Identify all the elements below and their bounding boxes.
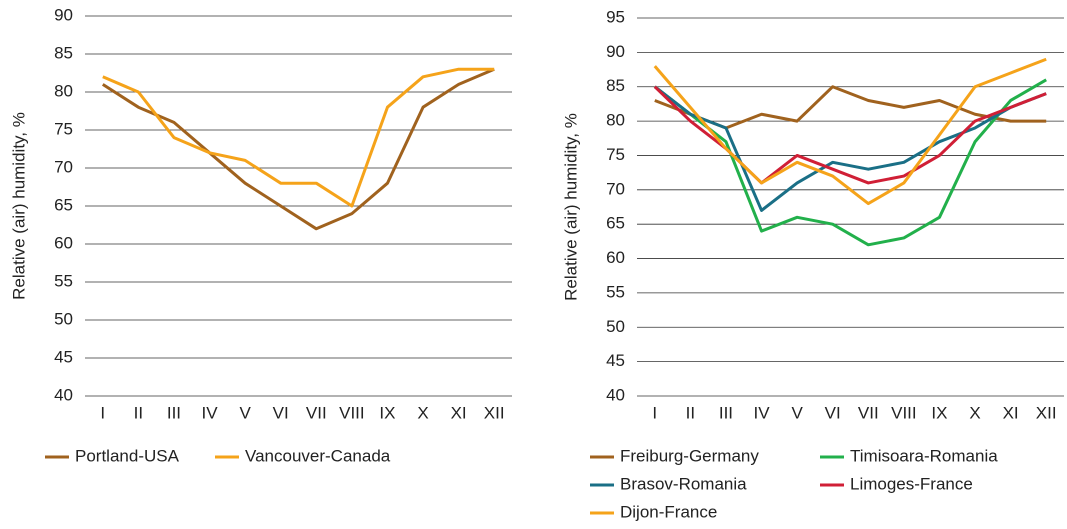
x-tick-label: X — [417, 403, 428, 422]
x-tick-label: VII — [858, 403, 879, 422]
x-tick-label: VI — [825, 403, 841, 422]
y-tick-label: 80 — [606, 111, 625, 130]
x-tick-label: IX — [379, 403, 395, 422]
x-tick-label: IV — [202, 403, 219, 422]
line — [653, 85, 1047, 212]
y-tick-label: 55 — [606, 282, 625, 301]
y-tick-label: 45 — [606, 351, 625, 370]
x-tick-label: V — [791, 403, 803, 422]
x-tick-label: XI — [1003, 403, 1019, 422]
x-tick-label: II — [134, 403, 143, 422]
x-tick-label: III — [719, 403, 733, 422]
y-tick-label: 90 — [54, 5, 73, 24]
x-tick-label: VIII — [891, 403, 917, 422]
line — [102, 67, 495, 208]
x-tick-label: XII — [484, 403, 505, 422]
legend-label: Limoges-France — [850, 474, 973, 493]
x-tick-label: I — [100, 403, 105, 422]
x-tick-label: I — [652, 403, 657, 422]
x-tick-label: IX — [931, 403, 947, 422]
y-tick-label: 40 — [54, 385, 73, 404]
y-tick-label: 60 — [606, 248, 625, 267]
x-tick-label: VI — [273, 403, 289, 422]
legend-label: Vancouver-Canada — [245, 446, 391, 465]
y-tick-label: 75 — [54, 119, 73, 138]
x-tick-label: XI — [451, 403, 467, 422]
y-axis-label: Relative (air) humidity, % — [561, 113, 580, 301]
y-tick-label: 85 — [54, 43, 73, 62]
y-tick-label: 45 — [54, 347, 73, 366]
y-tick-label: 85 — [606, 76, 625, 95]
y-tick-label: 80 — [54, 81, 73, 100]
legend-label: Portland-USA — [75, 446, 180, 465]
line — [101, 67, 495, 231]
y-tick-label: 90 — [606, 42, 625, 61]
x-tick-label: V — [239, 403, 251, 422]
x-tick-label: X — [969, 403, 980, 422]
x-tick-label: VII — [306, 403, 327, 422]
y-tick-label: 55 — [54, 271, 73, 290]
x-tick-label: II — [686, 403, 695, 422]
y-tick-label: 50 — [606, 317, 625, 336]
line — [653, 78, 1047, 247]
legend-label: Freiburg-Germany — [620, 446, 759, 465]
legend-label: Timisoara-Romania — [850, 446, 998, 465]
y-tick-label: 40 — [606, 385, 625, 404]
y-tick-label: 70 — [54, 157, 73, 176]
y-tick-label: 65 — [606, 214, 625, 233]
x-tick-label: VIII — [339, 403, 365, 422]
y-tick-label: 65 — [54, 195, 73, 214]
x-tick-label: III — [167, 403, 181, 422]
y-tick-label: 95 — [606, 7, 625, 26]
x-tick-label: XII — [1036, 403, 1057, 422]
legend-label: Brasov-Romania — [620, 474, 747, 493]
y-tick-label: 70 — [606, 179, 625, 198]
legend-label: Dijon-France — [620, 502, 717, 521]
x-tick-label: IV — [754, 403, 771, 422]
y-tick-label: 50 — [54, 309, 73, 328]
y-tick-label: 60 — [54, 233, 73, 252]
y-tick-label: 75 — [606, 145, 625, 164]
line — [653, 57, 1047, 206]
y-axis-label: Relative (air) humidity, % — [9, 112, 28, 300]
